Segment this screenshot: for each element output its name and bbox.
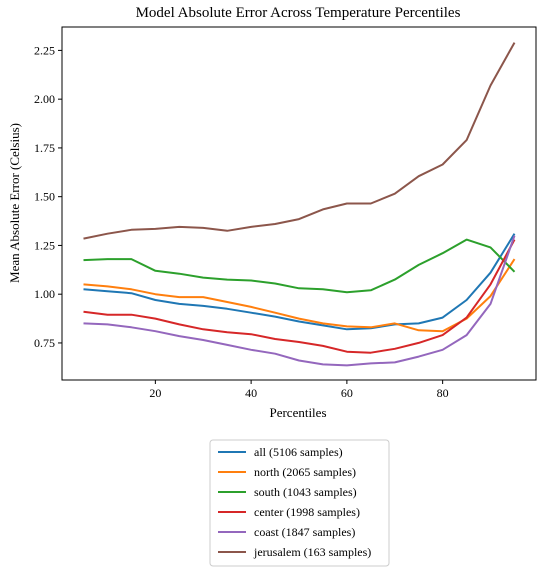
- series-lines: [83, 42, 516, 367]
- plot-frame: [61, 26, 537, 381]
- legend-frame: [209, 439, 390, 567]
- legend-entry: coast (1847 samples): [254, 525, 355, 539]
- legend-entry: center (1998 samples): [254, 505, 360, 519]
- y-tick-label: 1.50: [34, 190, 55, 204]
- x-axis-ticks: 20 40 60 80: [149, 380, 449, 400]
- chart-title: Model Absolute Error Across Temperature …: [136, 5, 461, 21]
- y-axis-label: Mean Absolute Error (Celsius): [7, 123, 22, 283]
- x-tick-label: 80: [437, 386, 449, 400]
- series-line-5: [83, 42, 516, 240]
- y-tick-label: 1.25: [34, 238, 55, 252]
- series-line-0: [83, 233, 516, 331]
- series-line-4: [83, 235, 516, 367]
- series-line-1: [83, 258, 516, 333]
- x-tick-label: 20: [149, 386, 161, 400]
- x-tick-label: 40: [245, 386, 257, 400]
- series-line-2: [83, 238, 516, 294]
- y-tick-label: 1.75: [34, 141, 55, 155]
- y-tick-label: 2.00: [34, 92, 55, 106]
- series-line-3: [83, 239, 516, 354]
- legend: all (5106 samples) north (2065 samples) so…: [209, 439, 390, 567]
- x-axis-label: Percentiles: [269, 405, 326, 420]
- legend-entry: all (5106 samples): [254, 445, 343, 459]
- legend-entry: north (2065 samples): [254, 465, 356, 479]
- y-axis-ticks: 0.75 1.00 1.25 1.50 1.75 2.00 2.25: [34, 43, 62, 350]
- x-tick-label: 60: [341, 386, 353, 400]
- y-tick-label: 2.25: [34, 43, 55, 57]
- legend-entry: south (1043 samples): [254, 485, 357, 499]
- legend-entry: jerusalem (163 samples): [253, 545, 371, 559]
- y-tick-label: 1.00: [34, 287, 55, 301]
- y-tick-label: 0.75: [34, 336, 55, 350]
